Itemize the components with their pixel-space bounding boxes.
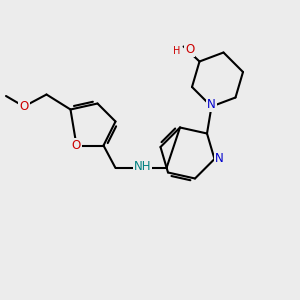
- Text: N: N: [207, 98, 216, 111]
- Text: H: H: [173, 46, 180, 56]
- Text: N: N: [214, 152, 224, 166]
- Text: O: O: [185, 43, 194, 56]
- Text: O: O: [72, 139, 81, 152]
- Text: NH: NH: [134, 160, 151, 173]
- Text: O: O: [20, 100, 28, 113]
